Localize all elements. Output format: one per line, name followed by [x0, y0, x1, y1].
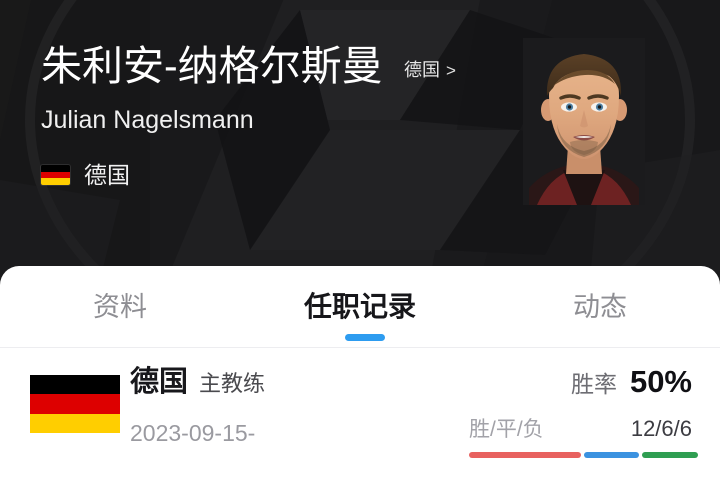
win-draw-loss-label: 胜/平/负 — [469, 418, 544, 441]
nationality-label: 德国 — [84, 162, 130, 188]
coach-portrait — [523, 38, 645, 205]
record-role: 主教练 — [199, 371, 266, 396]
tab-profile[interactable]: 资料 — [93, 291, 147, 322]
active-tab-indicator — [345, 334, 385, 341]
country-link[interactable]: 德国 > — [404, 58, 456, 83]
winrate-value: 50% — [629, 364, 692, 399]
win-bar-segment — [469, 452, 581, 458]
germany-flag-icon — [41, 165, 70, 185]
profile-header: 朱利安-纳格尔斯曼 德国 > Julian Nagelsmann 德国 — [41, 38, 645, 205]
loss-bar-segment — [642, 452, 698, 458]
content-sheet: 资料 任职记录 动态 德国 主教练 2023-09-15- 胜率 50% — [0, 266, 720, 498]
record-title: 德国 主教练 — [130, 365, 265, 399]
win-draw-loss-value: 12/6/6 — [630, 416, 692, 441]
tab-bar: 资料 任职记录 动态 — [0, 266, 720, 348]
page-subtitle: Julian Nagelsmann — [41, 106, 254, 134]
nationality-row: 德国 — [41, 162, 130, 188]
country-link-label: 德国 — [404, 60, 440, 80]
record-date-range: 2023-09-15- — [130, 420, 256, 446]
tab-bar-divider — [0, 347, 720, 348]
record-team-name: 德国 — [130, 366, 189, 398]
list-item[interactable]: 德国 主教练 2023-09-15- 胜率 50% 胜/平/负 12/6/6 — [0, 348, 720, 498]
germany-flag-icon — [30, 375, 120, 433]
chevron-right-icon: > — [446, 61, 456, 80]
winrate-block: 胜率 50% — [571, 365, 692, 399]
draw-bar-segment — [583, 452, 640, 458]
tab-news[interactable]: 动态 — [573, 291, 627, 322]
tab-appointment-record[interactable]: 任职记录 — [303, 290, 416, 322]
win-draw-loss-block: 胜/平/负 12/6/6 — [469, 416, 698, 458]
winrate-label: 胜率 — [570, 371, 617, 397]
win-draw-loss-bar — [469, 452, 698, 458]
page-title: 朱利安-纳格尔斯曼 — [41, 43, 383, 89]
